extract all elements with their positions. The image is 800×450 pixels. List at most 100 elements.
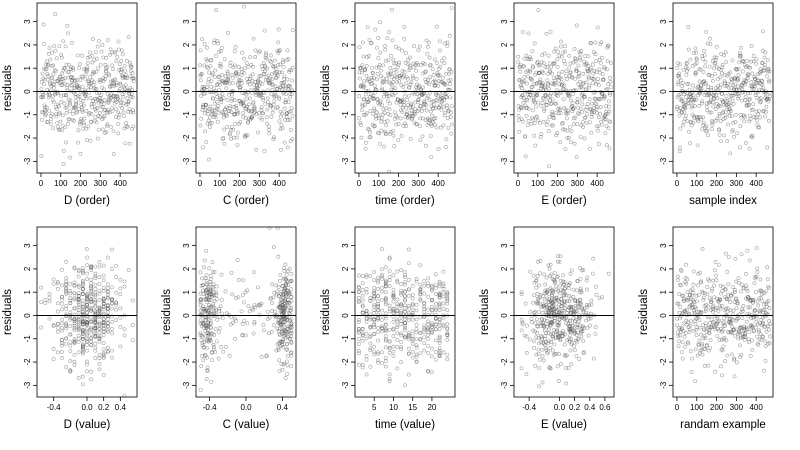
data-point <box>426 276 430 281</box>
data-point <box>417 44 422 49</box>
data-point <box>410 329 415 334</box>
data-point <box>81 120 86 125</box>
data-point <box>592 96 597 101</box>
data-point <box>562 83 567 88</box>
data-point <box>719 303 724 308</box>
data-point <box>718 297 723 302</box>
data-point <box>434 125 439 130</box>
data-point <box>445 290 450 295</box>
data-point <box>709 325 714 330</box>
data-point <box>64 285 69 290</box>
data-point <box>64 304 69 308</box>
data-point <box>542 108 547 113</box>
data-point <box>78 98 83 103</box>
data-point <box>737 51 742 55</box>
data-point <box>602 96 607 101</box>
data-point <box>391 287 396 292</box>
data-point <box>733 288 737 292</box>
data-point <box>245 90 250 95</box>
data-point <box>577 71 581 75</box>
data-point <box>520 86 524 91</box>
data-point <box>404 81 409 86</box>
data-point <box>555 364 560 369</box>
data-point <box>119 67 124 72</box>
data-point <box>105 122 110 127</box>
data-point <box>550 97 555 102</box>
data-point <box>396 46 401 51</box>
data-point <box>440 75 445 80</box>
data-point <box>48 82 53 87</box>
data-point <box>84 96 89 101</box>
data-point <box>755 315 759 320</box>
data-point <box>572 141 577 146</box>
x-tick-label: 0 <box>675 179 680 188</box>
data-point <box>684 281 688 286</box>
data-point <box>372 349 377 354</box>
data-point <box>570 101 575 106</box>
data-point <box>55 329 60 334</box>
data-point <box>389 53 393 58</box>
data-point <box>418 337 423 342</box>
data-point <box>369 75 374 80</box>
data-point <box>421 85 425 90</box>
data-point <box>563 49 567 54</box>
data-point <box>572 344 577 349</box>
data-point <box>124 121 129 126</box>
data-point <box>428 109 433 114</box>
data-point <box>214 8 219 12</box>
data-point <box>380 361 384 366</box>
data-point <box>680 98 685 103</box>
data-point <box>720 65 725 70</box>
data-point <box>276 27 281 32</box>
data-point <box>380 286 384 290</box>
data-point <box>723 98 728 103</box>
data-point <box>406 261 411 266</box>
data-point <box>697 104 702 108</box>
data-point <box>765 277 770 282</box>
data-point <box>606 271 611 276</box>
data-point <box>264 354 269 359</box>
data-point <box>448 78 453 83</box>
data-point <box>418 292 423 297</box>
data-point <box>229 110 234 115</box>
data-point <box>536 301 541 306</box>
data-point <box>579 334 584 339</box>
data-point <box>676 274 680 279</box>
data-point <box>555 65 560 69</box>
data-point <box>356 295 361 300</box>
data-point <box>112 101 117 106</box>
data-point <box>601 77 606 82</box>
data-point <box>528 55 532 60</box>
data-point <box>378 141 383 146</box>
data-point <box>246 102 251 107</box>
data-point <box>437 301 442 306</box>
data-point <box>707 64 712 69</box>
data-point <box>278 339 282 344</box>
data-point <box>414 68 419 73</box>
data-point <box>575 279 580 283</box>
data-point <box>741 59 746 63</box>
data-point <box>51 71 56 76</box>
data-point <box>552 342 557 347</box>
data-point <box>408 137 413 141</box>
data-point <box>536 100 540 105</box>
data-point <box>597 83 601 88</box>
data-point <box>89 336 94 341</box>
data-point <box>595 111 599 115</box>
data-point <box>198 48 203 53</box>
data-point <box>591 81 595 86</box>
data-point <box>242 300 246 305</box>
data-point <box>219 97 224 102</box>
data-point <box>682 110 687 115</box>
data-point <box>546 310 551 315</box>
data-point <box>544 275 549 280</box>
data-point <box>574 67 579 72</box>
data-point <box>376 351 380 356</box>
data-point <box>383 47 388 52</box>
data-point <box>575 100 580 105</box>
data-point <box>89 377 94 382</box>
data-point <box>602 94 607 99</box>
x-tick-label: 100 <box>531 179 545 188</box>
data-point <box>695 353 700 358</box>
data-point <box>743 97 748 102</box>
